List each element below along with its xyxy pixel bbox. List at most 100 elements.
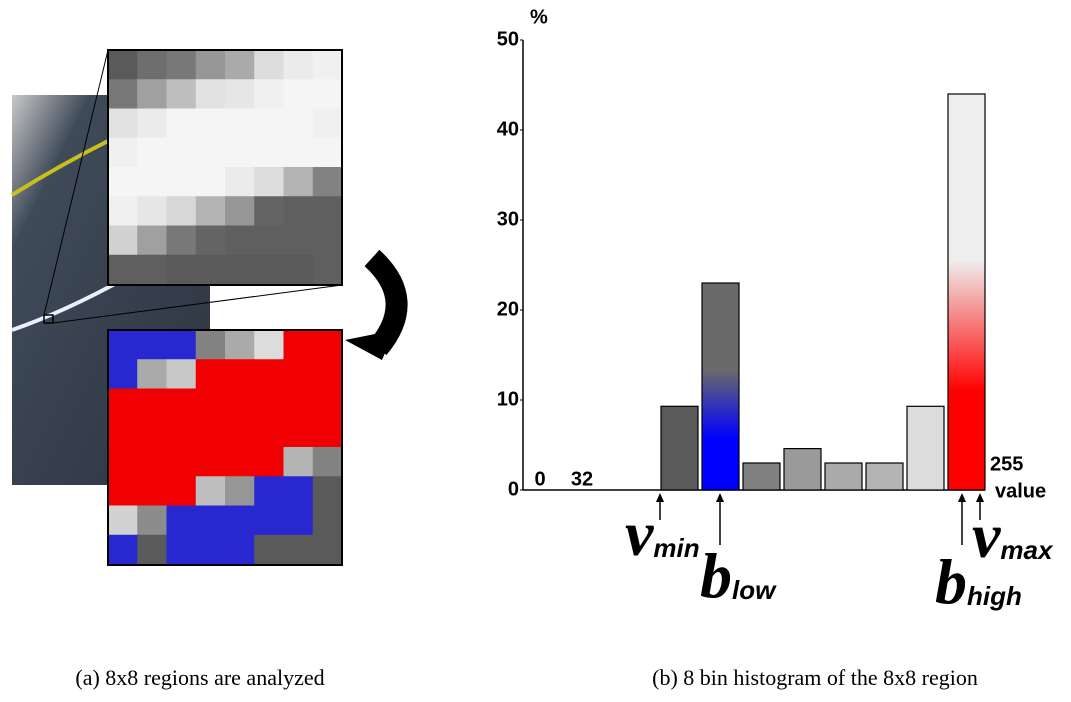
pixel [254, 330, 284, 360]
pixel [312, 79, 343, 109]
pixel [108, 534, 138, 565]
y-tick-label: 20 [497, 298, 519, 320]
pixel [225, 505, 255, 536]
pixel [283, 505, 314, 536]
pixel [195, 417, 226, 448]
pixel [195, 447, 226, 477]
pixel [225, 388, 255, 419]
pixel [225, 167, 255, 197]
pixel [312, 50, 343, 80]
pixel [225, 108, 255, 139]
pixel [195, 196, 226, 226]
pixel [283, 137, 314, 168]
pixel [108, 359, 138, 389]
pixel [166, 447, 197, 477]
pixel [254, 359, 284, 389]
pixel [166, 108, 197, 139]
pixel [166, 505, 197, 536]
y-tick-label: 30 [497, 208, 519, 230]
pixel [195, 108, 226, 139]
annotation: bhigh [935, 546, 1022, 617]
y-tick-label: 40 [497, 118, 519, 140]
pixel [195, 225, 226, 256]
pixel [283, 388, 314, 419]
pixel [225, 137, 255, 168]
bar [906, 405, 945, 491]
pixel [254, 108, 284, 139]
pixel [254, 225, 284, 256]
pixel [254, 388, 284, 419]
pixel [137, 417, 167, 448]
pixel [137, 50, 167, 80]
bar [783, 448, 822, 491]
pixel [225, 225, 255, 256]
pixel [283, 196, 314, 226]
pixel [225, 254, 255, 285]
y-tick-label: 10 [497, 388, 519, 410]
pixel [283, 476, 314, 506]
pixel [137, 447, 167, 477]
pixel [225, 359, 255, 389]
pixel [254, 447, 284, 477]
annotation-symbol: v [972, 500, 1001, 571]
x-axis-title: value [995, 480, 1046, 502]
pixel [108, 447, 138, 477]
caption: (b) 8 bin histogram of the 8x8 region [652, 665, 978, 690]
pixel [108, 330, 138, 360]
y-tick-label: 0 [508, 478, 519, 500]
pixel [225, 330, 255, 360]
pixel [312, 505, 343, 536]
pixel [283, 359, 314, 389]
pixel [254, 196, 284, 226]
pixel [225, 196, 255, 226]
pixel [312, 359, 343, 389]
zoom-line [43, 49, 109, 316]
zoom-line [52, 284, 343, 324]
pixel [166, 388, 197, 419]
pixel [108, 79, 138, 109]
pixel [166, 50, 197, 80]
pixel [283, 108, 314, 139]
annotation-symbol: b [700, 540, 732, 611]
pixel [108, 108, 138, 139]
annotation-subscript: max [1000, 535, 1054, 565]
pixel [254, 79, 284, 109]
pixel [137, 79, 167, 109]
classified-frame [107, 329, 343, 566]
pixel [166, 359, 197, 389]
pixel [283, 254, 314, 285]
pixel [166, 225, 197, 256]
annotation-subscript: high [967, 581, 1022, 611]
pixel [108, 417, 138, 448]
pixel [254, 50, 284, 80]
pixel [225, 417, 255, 448]
pixel [137, 359, 167, 389]
pixel [195, 79, 226, 109]
pixel [137, 330, 167, 360]
pixel [195, 330, 226, 360]
pixel [312, 196, 343, 226]
x-axis-label: 255 [990, 453, 1023, 475]
pixel [108, 476, 138, 506]
pixel [108, 388, 138, 419]
marker-arrow-head [976, 493, 984, 502]
annotation: blow [700, 540, 777, 611]
bar [742, 462, 781, 491]
pixel [283, 79, 314, 109]
pixel [195, 167, 226, 197]
pixel [108, 254, 138, 285]
pixel [137, 196, 167, 226]
pixel [312, 108, 343, 139]
pixel [283, 167, 314, 197]
pixel [312, 167, 343, 197]
pixel [312, 254, 343, 285]
pixel [108, 225, 138, 256]
pixel [108, 505, 138, 536]
pixel [166, 417, 197, 448]
pixel [137, 137, 167, 168]
image-panel [10, 49, 408, 566]
pixel [254, 254, 284, 285]
pixel [225, 79, 255, 109]
pixel [108, 196, 138, 226]
